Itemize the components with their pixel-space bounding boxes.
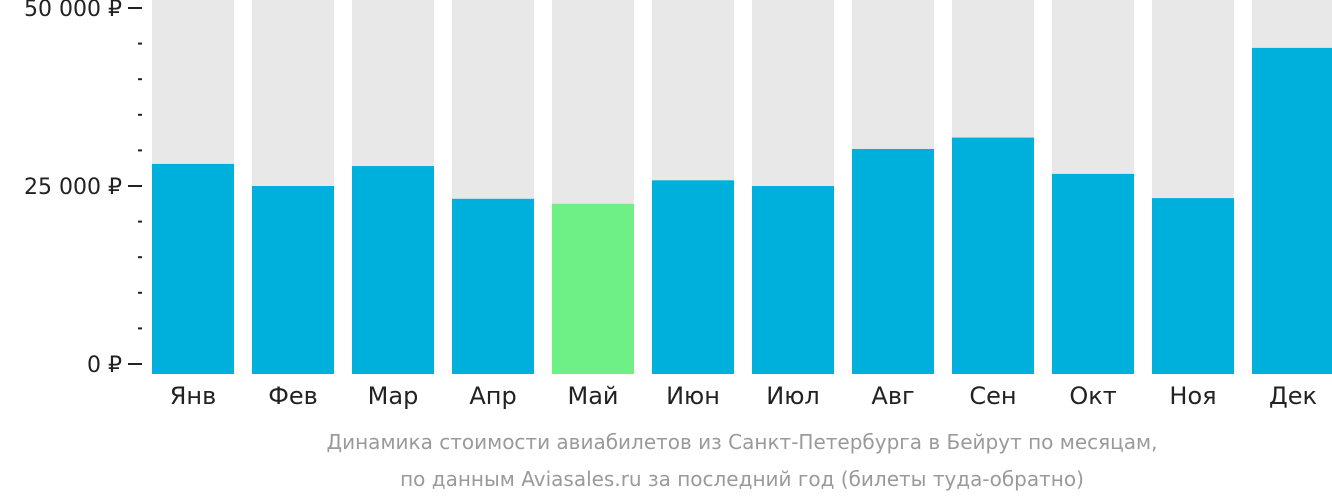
- bar-10: [1052, 173, 1134, 374]
- x-tick-label-1: Янв: [170, 382, 217, 410]
- y-tick-label-2: 25 000 ₽: [24, 175, 122, 200]
- bar-1: [152, 163, 234, 374]
- x-tick-label-5: Май: [567, 382, 618, 410]
- y-tick-label-3: 50 000 ₽: [24, 0, 122, 22]
- x-tick-label-10: Окт: [1069, 382, 1116, 410]
- bar-4: [452, 198, 534, 374]
- price-bar-chart: Янв Фев Мар Апр Май Июн Июл Авг Сен Окт Ноя Дек 0 ₽ 2…: [24, 0, 1332, 410]
- x-tick-label-8: Авг: [871, 382, 914, 410]
- x-tick-label-12: Дек: [1269, 382, 1317, 410]
- x-tick-label-7: Июл: [766, 382, 820, 410]
- bar-6: [652, 180, 734, 374]
- x-tick-label-9: Сен: [969, 382, 1016, 410]
- x-tick-label-4: Апр: [469, 382, 516, 410]
- y-tick-label-1: 0 ₽: [87, 353, 122, 378]
- bar-5: [552, 203, 634, 374]
- bar-12: [1252, 47, 1332, 374]
- x-tick-label-11: Ноя: [1169, 382, 1216, 410]
- bar-11: [1152, 198, 1234, 374]
- chart-caption-line-2: по данным Aviasales.ru за последний год …: [400, 467, 1084, 491]
- bar-8: [852, 148, 934, 374]
- x-tick-label-3: Мар: [368, 382, 419, 410]
- x-tick-label-6: Июн: [666, 382, 720, 410]
- x-tick-label-2: Фев: [268, 382, 318, 410]
- chart-caption-line-1: Динамика стоимости авиабилетов из Санкт-…: [326, 430, 1158, 454]
- bar-3: [352, 166, 434, 374]
- bar-2: [252, 186, 334, 374]
- bar-7: [752, 186, 834, 374]
- bar-9: [952, 137, 1034, 374]
